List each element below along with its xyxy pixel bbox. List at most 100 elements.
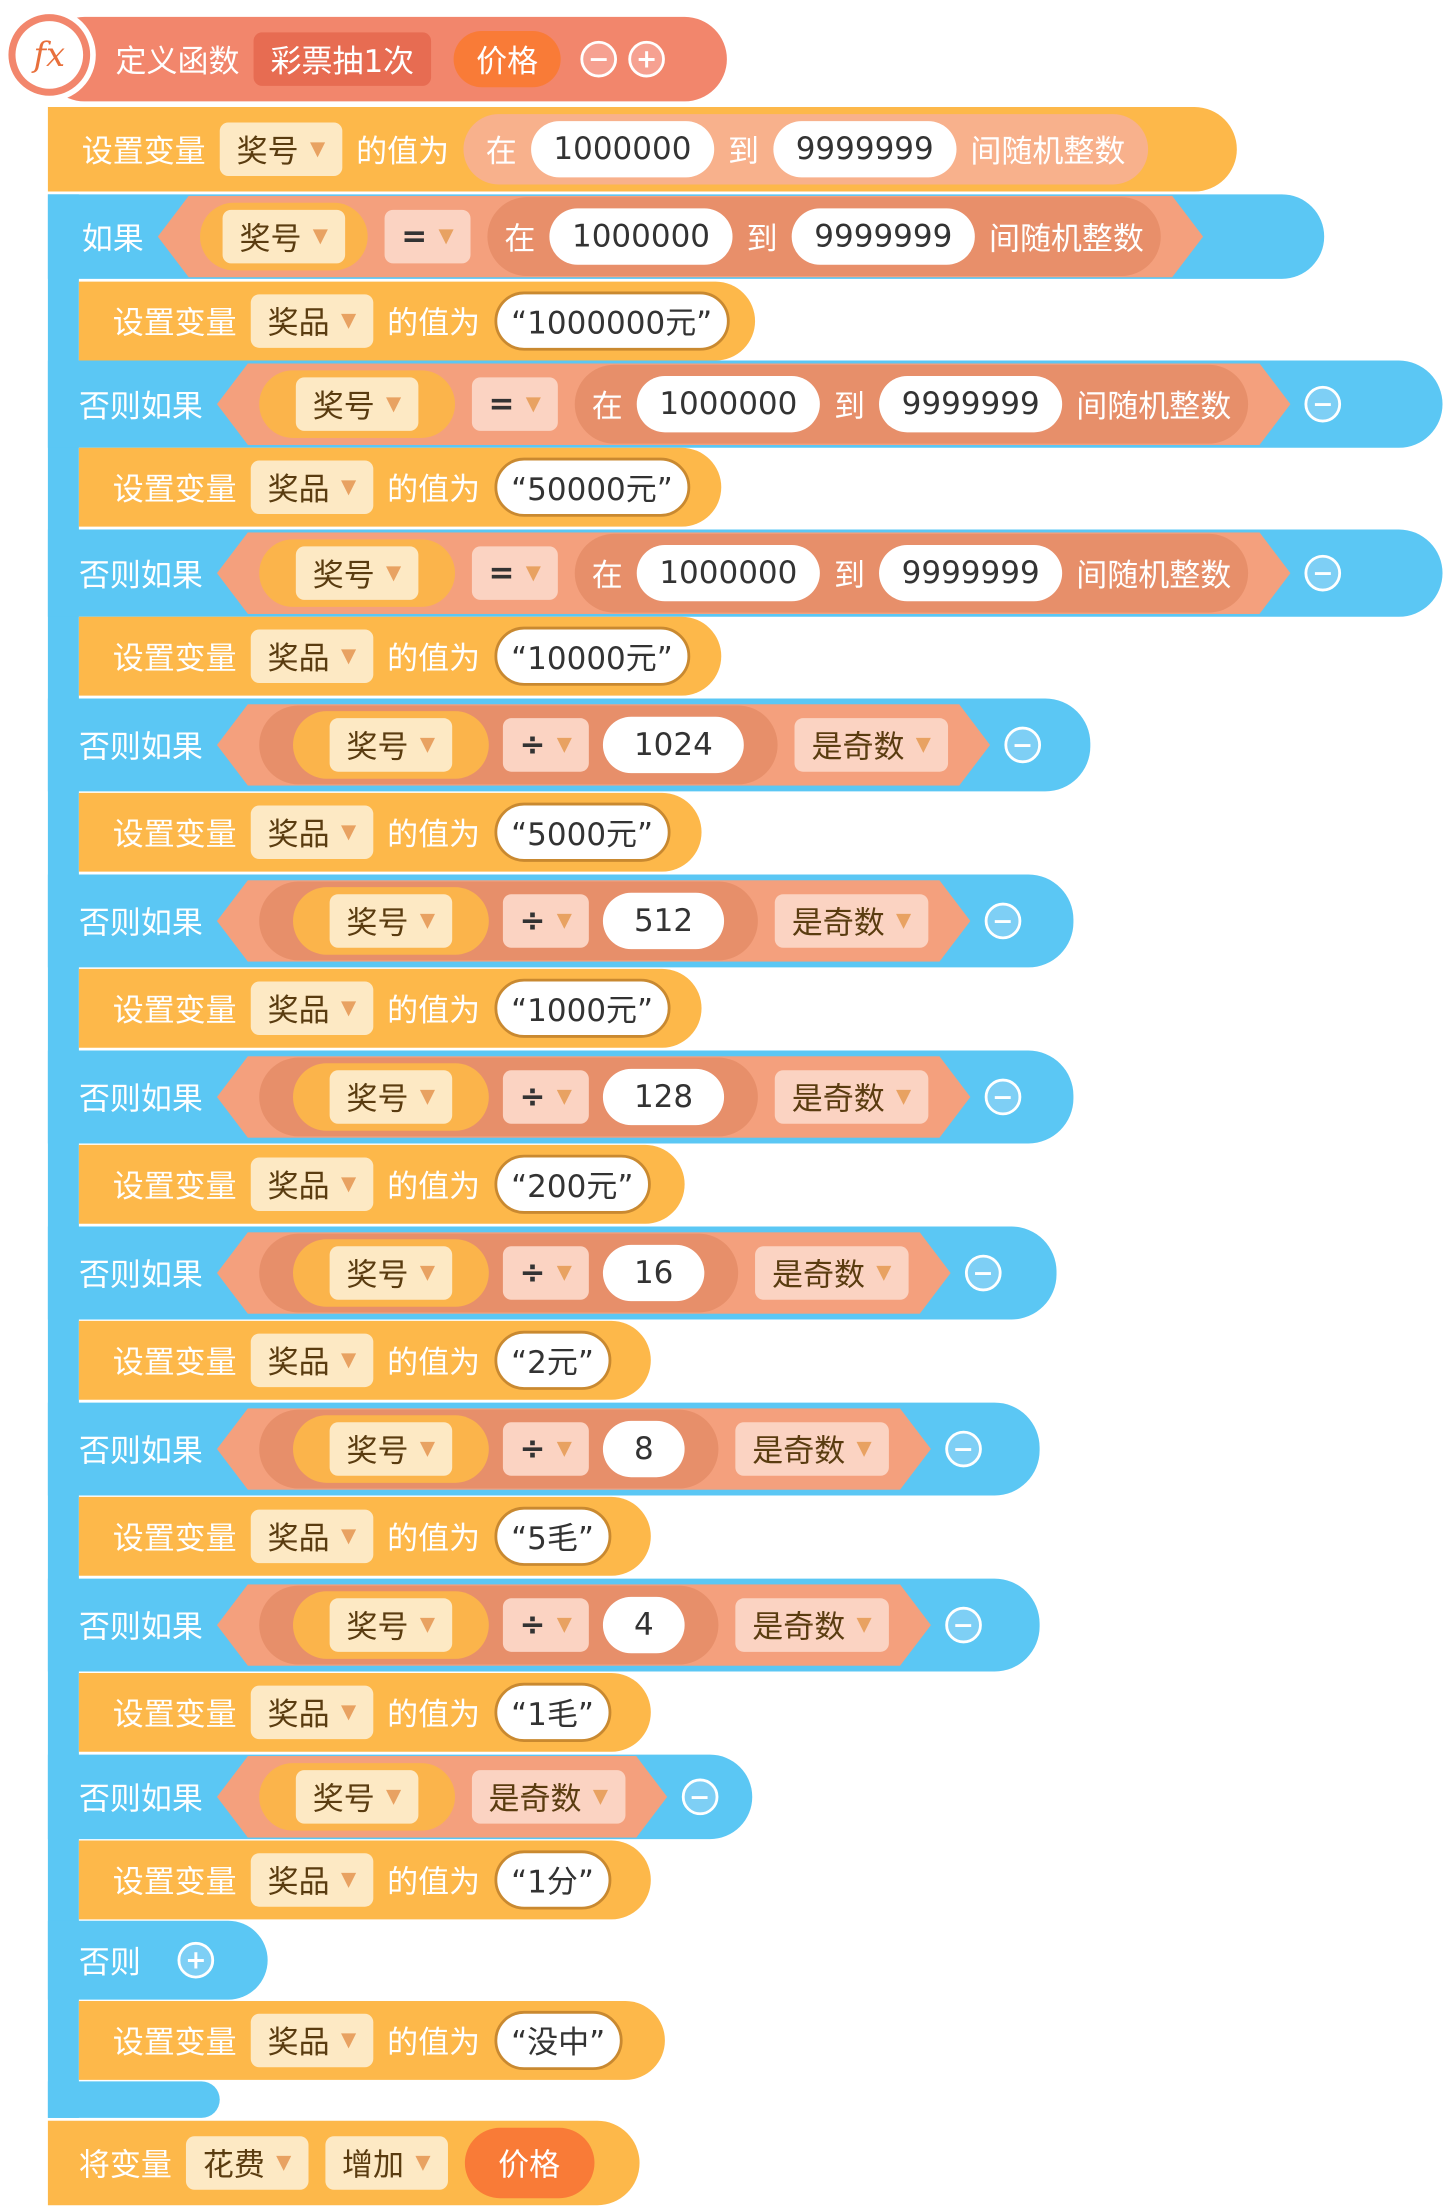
operator-dropdown[interactable]: ÷ ▼ (503, 718, 589, 772)
odd-check-dropdown[interactable]: 是奇数 ▼ (755, 1246, 908, 1300)
divide-block[interactable]: 奖号 ▼ ÷ ▼ 128 (259, 1058, 758, 1137)
operator-dropdown[interactable]: ÷ ▼ (503, 1422, 589, 1476)
variable-dropdown[interactable]: 奖品 ▼ (250, 1333, 374, 1388)
random-int-block[interactable]: 在 1000000 到 9999999 间随机整数 (463, 114, 1148, 185)
divide-block[interactable]: 奖号 ▼ ÷ ▼ 512 (259, 882, 758, 961)
elseif-block[interactable]: 否则如果 奖号 ▼ ÷ ▼ 128 是奇数 ▼ − (47, 1050, 1074, 1144)
set-prize-block[interactable]: 设置变量 奖品 ▼ 的值为 “5000元” (78, 792, 702, 872)
variable-dropdown[interactable]: 奖品 ▼ (250, 629, 374, 683)
variable-dropdown[interactable]: 奖品 ▼ (250, 2013, 374, 2068)
variable-dropdown[interactable]: 奖号 ▼ (330, 1070, 452, 1124)
operator-dropdown[interactable]: ÷ ▼ (503, 1246, 589, 1300)
random-from-input[interactable]: 1000000 (549, 208, 732, 264)
variable-reporter[interactable]: 奖号 ▼ (293, 1591, 489, 1659)
variable-dropdown[interactable]: 花费 ▼ (185, 2136, 309, 2190)
condition-block[interactable]: 奖号 ▼ ÷ ▼ 1024 是奇数 ▼ (217, 704, 990, 786)
set-prize-block[interactable]: 设置变量 奖品 ▼ 的值为 “10000元” (78, 616, 722, 696)
divide-block[interactable]: 奖号 ▼ ÷ ▼ 1024 (259, 706, 777, 785)
condition-block[interactable]: 奖号 ▼ 是奇数 ▼ (217, 1756, 667, 1838)
divide-block[interactable]: 奖号 ▼ ÷ ▼ 16 (259, 1234, 738, 1313)
prize-value[interactable]: “10000元” (494, 626, 690, 686)
else-block[interactable]: 否则 + (47, 1920, 268, 2000)
elseif-block[interactable]: 否则如果 奖号 ▼ ÷ ▼ 8 是奇数 ▼ − (47, 1402, 1040, 1496)
variable-dropdown[interactable]: 奖品 ▼ (250, 1853, 374, 1907)
prize-value[interactable]: “1毛” (494, 1682, 611, 1742)
variable-dropdown[interactable]: 奖号 ▼ (219, 122, 343, 177)
prize-value[interactable]: “1分” (494, 1850, 611, 1910)
elseif-block[interactable]: 否则如果 奖号 ▼ = ▼ 在 1000000 到 9999999 间随机整数 − (47, 529, 1443, 617)
prize-value[interactable]: “没中” (494, 2010, 623, 2071)
remove-branch-button[interactable]: − (984, 902, 1022, 940)
define-function-block[interactable]: 定义函数 彩票抽1次 价格 − + (42, 16, 727, 102)
prize-value[interactable]: “1000000元” (494, 291, 730, 351)
remove-branch-button[interactable]: − (1304, 385, 1342, 423)
variable-dropdown[interactable]: 奖号 ▼ (330, 894, 452, 948)
elseif-block[interactable]: 否则如果 奖号 ▼ 是奇数 ▼ − (47, 1754, 753, 1840)
random-from-input[interactable]: 1000000 (637, 545, 820, 601)
odd-check-dropdown[interactable]: 是奇数 ▼ (735, 1422, 888, 1476)
condition-block[interactable]: 奖号 ▼ = ▼ 在 1000000 到 9999999 间随机整数 (217, 363, 1290, 445)
random-from-input[interactable]: 1000000 (637, 376, 820, 432)
variable-dropdown[interactable]: 奖号 ▼ (223, 210, 345, 264)
random-from-input[interactable]: 1000000 (530, 121, 714, 178)
random-to-input[interactable]: 9999999 (879, 545, 1062, 601)
set-prize-block[interactable]: 设置变量 奖品 ▼ 的值为 “1000元” (78, 968, 702, 1048)
variable-dropdown[interactable]: 奖品 ▼ (250, 1685, 374, 1740)
random-to-input[interactable]: 9999999 (773, 121, 957, 178)
divisor-input[interactable]: 128 (603, 1069, 724, 1125)
divisor-input[interactable]: 16 (603, 1245, 704, 1301)
variable-reporter[interactable]: 奖号 ▼ (293, 887, 489, 955)
condition-block[interactable]: 奖号 ▼ ÷ ▼ 16 是奇数 ▼ (217, 1232, 951, 1314)
set-variable-block[interactable]: 设置变量 奖号 ▼ 的值为 在 1000000 到 9999999 间随机整数 (47, 107, 1237, 192)
variable-reporter[interactable]: 奖号 ▼ (259, 539, 455, 607)
set-prize-block[interactable]: 设置变量 奖品 ▼ 的值为 “5毛” (78, 1496, 651, 1576)
condition-block[interactable]: 奖号 ▼ ÷ ▼ 8 是奇数 ▼ (217, 1408, 931, 1490)
variable-dropdown[interactable]: 奖号 ▼ (330, 1598, 452, 1652)
prize-value[interactable]: “1000元” (494, 978, 671, 1038)
elseif-block[interactable]: 否则如果 奖号 ▼ ÷ ▼ 512 是奇数 ▼ − (47, 874, 1074, 968)
variable-dropdown[interactable]: 奖号 ▼ (330, 718, 452, 772)
prize-value[interactable]: “2元” (494, 1330, 611, 1390)
variable-reporter[interactable]: 奖号 ▼ (259, 1763, 455, 1831)
remove-branch-button[interactable]: − (681, 1778, 718, 1816)
variable-dropdown[interactable]: 奖号 ▼ (330, 1422, 452, 1476)
random-to-input[interactable]: 9999999 (792, 208, 975, 264)
set-prize-block[interactable]: 设置变量 奖品 ▼ 的值为 “50000元” (78, 447, 722, 527)
variable-dropdown[interactable]: 奖号 ▼ (296, 377, 418, 431)
odd-check-dropdown[interactable]: 是奇数 ▼ (775, 1070, 928, 1124)
divisor-input[interactable]: 1024 (603, 717, 744, 773)
variable-reporter[interactable]: 奖号 ▼ (200, 203, 367, 271)
operator-dropdown[interactable]: ÷ ▼ (503, 894, 589, 948)
variable-reporter[interactable]: 奖号 ▼ (293, 1063, 489, 1131)
prize-value[interactable]: “200元” (494, 1154, 651, 1214)
divide-block[interactable]: 奖号 ▼ ÷ ▼ 4 (259, 1586, 718, 1665)
set-prize-block[interactable]: 设置变量 奖品 ▼ 的值为 “1000000元” (78, 281, 756, 361)
divisor-input[interactable]: 4 (603, 1597, 685, 1653)
operator-dropdown[interactable]: ÷ ▼ (503, 1598, 589, 1652)
elseif-block[interactable]: 否则如果 奖号 ▼ ÷ ▼ 4 是奇数 ▼ − (47, 1578, 1040, 1672)
remove-branch-button[interactable]: − (964, 1254, 1002, 1292)
variable-dropdown[interactable]: 奖品 ▼ (250, 1509, 374, 1564)
odd-check-dropdown[interactable]: 是奇数 ▼ (472, 1770, 625, 1824)
add-branch-button[interactable]: + (177, 1941, 215, 1979)
variable-dropdown[interactable]: 奖品 ▼ (250, 460, 374, 514)
variable-reporter[interactable]: 奖号 ▼ (293, 1415, 489, 1483)
remove-branch-button[interactable]: − (984, 1078, 1022, 1116)
condition-block[interactable]: 奖号 ▼ ÷ ▼ 4 是奇数 ▼ (217, 1584, 931, 1666)
random-int-block[interactable]: 在 1000000 到 9999999 间随机整数 (575, 534, 1248, 613)
operator-dropdown[interactable]: ÷ ▼ (503, 1070, 589, 1124)
variable-reporter[interactable]: 奖号 ▼ (293, 1239, 489, 1307)
condition-block[interactable]: 奖号 ▼ ÷ ▼ 128 是奇数 ▼ (217, 1056, 970, 1138)
elseif-block[interactable]: 否则如果 奖号 ▼ = ▼ 在 1000000 到 9999999 间随机整数 − (47, 360, 1443, 448)
set-prize-block[interactable]: 设置变量 奖品 ▼ 的值为 “1分” (78, 1840, 651, 1920)
operator-dropdown[interactable]: = ▼ (472, 377, 558, 431)
prize-value[interactable]: “50000元” (494, 457, 690, 517)
set-prize-block[interactable]: 设置变量 奖品 ▼ 的值为 “200元” (78, 1144, 685, 1224)
divide-block[interactable]: 奖号 ▼ ÷ ▼ 8 (259, 1410, 718, 1489)
random-to-input[interactable]: 9999999 (879, 376, 1062, 432)
odd-check-dropdown[interactable]: 是奇数 ▼ (735, 1598, 888, 1652)
operator-dropdown[interactable]: = ▼ (384, 210, 470, 264)
variable-reporter[interactable]: 奖号 ▼ (293, 711, 489, 779)
variable-dropdown[interactable]: 奖品 ▼ (250, 1157, 374, 1212)
prize-value[interactable]: “5毛” (494, 1506, 611, 1566)
